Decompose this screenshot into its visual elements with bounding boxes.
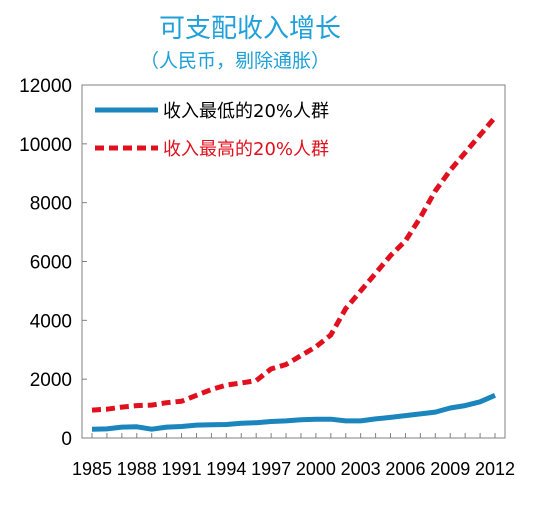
x-tick-label: 1994 bbox=[206, 459, 246, 479]
x-tick-label: 1988 bbox=[117, 459, 157, 479]
x-tick-label: 2006 bbox=[385, 459, 425, 479]
legend-label-2: 收入最高的20%人群 bbox=[163, 139, 329, 160]
y-tick-label: 12000 bbox=[19, 76, 72, 97]
chart-subtitle: （人民币，剔除通胀） bbox=[139, 50, 330, 72]
y-tick-label: 8000 bbox=[30, 194, 72, 215]
x-tick-label: 2012 bbox=[475, 459, 515, 479]
plot-frame bbox=[81, 84, 506, 439]
series-line-1 bbox=[91, 393, 496, 432]
series-line-2 bbox=[91, 115, 497, 413]
y-tick-label: 4000 bbox=[30, 311, 72, 332]
x-tick-label: 2003 bbox=[341, 459, 381, 479]
x-tick-label: 1997 bbox=[251, 459, 291, 479]
y-tick-label: 0 bbox=[61, 429, 72, 450]
chart-title: 可支配收入增长 bbox=[158, 14, 341, 44]
x-tick-label: 1985 bbox=[72, 459, 112, 479]
x-tick-label: 2000 bbox=[296, 459, 336, 479]
y-tick-label: 6000 bbox=[30, 253, 72, 274]
y-tick-label: 10000 bbox=[19, 135, 72, 156]
legend-label-1: 收入最低的20%人群 bbox=[163, 101, 329, 122]
x-tick-label: 2009 bbox=[430, 459, 470, 479]
y-tick-label: 2000 bbox=[30, 370, 72, 391]
x-tick-label: 1991 bbox=[162, 459, 202, 479]
